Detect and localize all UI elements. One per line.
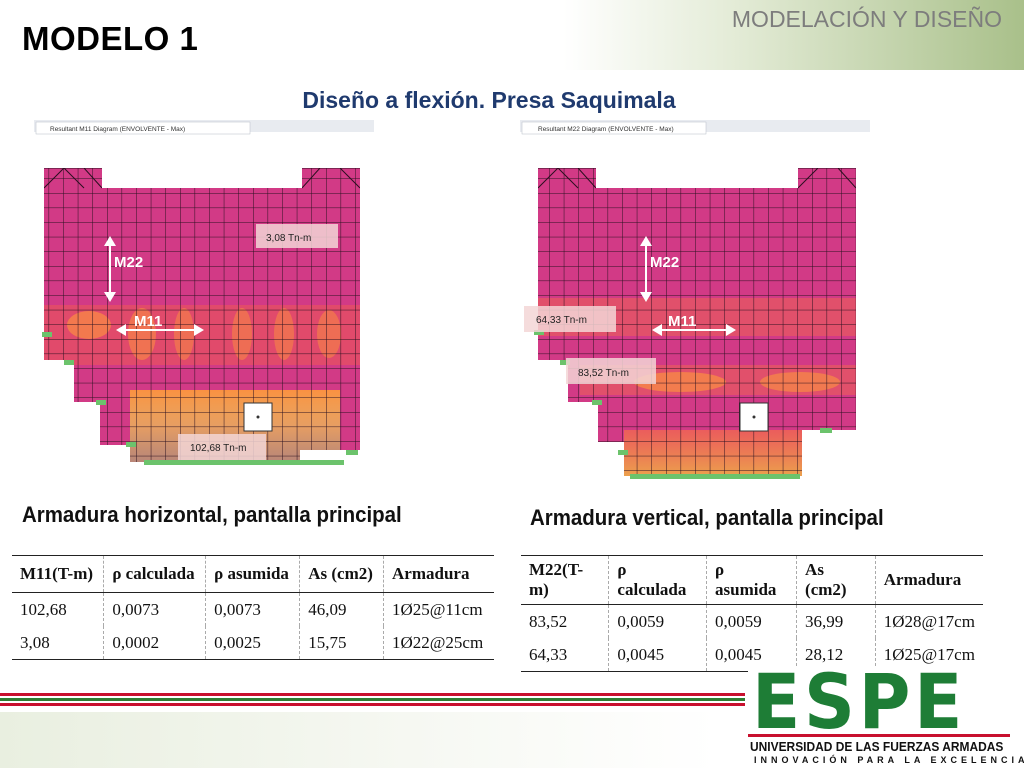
column-header: ρ calculada <box>103 555 207 593</box>
column-header: As (cm2) <box>796 555 876 605</box>
column-header: ρ calculada <box>608 555 707 605</box>
table-cell: 0,0059 <box>706 604 798 638</box>
m11-tab-label: Resultant M11 Diagram (ENVOLVENTE - Max) <box>50 126 185 133</box>
table-cell: 1Ø22@25cm <box>383 626 494 660</box>
table-row: 64,33 0,0045 0,0045 28,12 1Ø25@17cm <box>521 638 983 672</box>
table-cell: 1Ø25@11cm <box>392 599 483 619</box>
slide-subtitle: Diseño a flexión. Presa Saquimala <box>0 87 1024 114</box>
logo-university-name: UNIVERSIDAD DE LAS FUERZAS ARMADAS <box>750 739 1004 754</box>
column-header: Armadura <box>383 555 494 593</box>
m11-annotation-max: 102,68 Tn-m <box>190 443 247 454</box>
column-header: M11(T-m) <box>12 555 105 593</box>
m22-annotation-max: 83,52 Tn-m <box>578 368 629 379</box>
table-cell: 0,0045 <box>608 638 707 672</box>
logo-tagline: INNOVACIÓN PARA LA EXCELENCIA <box>754 755 1024 765</box>
m22-diagram-panel: Resultant M22 Diagram (ENVOLVENTE - Max)… <box>520 120 875 485</box>
red-stripe <box>0 703 745 706</box>
table-cell: 64,33 <box>521 638 610 672</box>
table-row: 83,52 0,0059 0,0059 36,99 1Ø28@17cm <box>521 604 983 638</box>
table-cell: 3,08 <box>12 626 105 660</box>
column-header: M22(T-m) <box>521 555 610 605</box>
m11-axis-m11: M11 <box>134 313 162 330</box>
m11-annotation-min: 3,08 Tn-m <box>266 233 311 244</box>
table-cell: 0,0045 <box>706 638 798 672</box>
table-row: 3,08 0,0002 0,0025 15,75 1Ø22@25cm <box>12 626 494 660</box>
table-cell: 15,75 <box>299 626 384 660</box>
table-cell: 0,0002 <box>103 626 207 660</box>
m22-diagram-image: Resultant M22 Diagram (ENVOLVENTE - Max)… <box>520 120 870 479</box>
m22-axis-m11: M11 <box>668 313 696 330</box>
table-cell: 28,12 <box>796 638 876 672</box>
table-cell: 83,52 <box>521 604 610 638</box>
espe-logo: ESPE UNIVERSIDAD DE LAS FUERZAS ARMADAS … <box>748 657 1024 768</box>
table-cell: 1Ø25@17cm <box>875 638 983 672</box>
logo-red-line <box>748 734 1010 737</box>
table-header-row: M22(T-m) ρ calculada ρ asumida As (cm2) … <box>521 555 983 605</box>
column-header: Armadura <box>875 555 983 605</box>
section-header: MODELACIÓN Y DISEÑO <box>731 6 1002 32</box>
table-cell: 0,0059 <box>608 604 707 638</box>
logo-wordmark: ESPE <box>752 657 967 746</box>
table-row: 102,68 0,0073 0,0073 46,09 1Ø25@11cm <box>12 592 494 626</box>
column-header: ρ asumida <box>706 555 798 605</box>
column-header: ρ asumida <box>205 555 301 593</box>
red-stripe <box>0 693 745 696</box>
table-cell: 46,09 <box>299 592 384 626</box>
table-cell: 102,68 <box>12 592 105 626</box>
caption-vertical-reinforcement: Armadura vertical, pantalla principal <box>530 505 884 530</box>
subtitle-text: Diseño a flexión. Presa Saquimala <box>302 87 676 113</box>
m11-axis-m22: M22 <box>114 254 143 271</box>
m11-reinforcement-table: M11(T-m) ρ calculada ρ asumida As (cm2) … <box>12 555 494 660</box>
table-cell: 0,0073 <box>205 592 301 626</box>
m11-diagram-panel: Resultant M11 Diagram (ENVOLVENTE - Max)… <box>34 120 379 485</box>
footer-stripes <box>0 693 745 709</box>
table-cell: 0,0025 <box>205 626 301 660</box>
header-band <box>0 0 1024 70</box>
table-cell: 0,0073 <box>103 592 207 626</box>
m22-tab-label: Resultant M22 Diagram (ENVOLVENTE - Max) <box>538 126 674 133</box>
caption-horizontal-reinforcement: Armadura horizontal, pantalla principal <box>22 502 402 527</box>
m22-reinforcement-table: M22(T-m) ρ calculada ρ asumida As (cm2) … <box>521 555 983 672</box>
slide-title: MODELO 1 <box>22 20 199 57</box>
m11-diagram-image: Resultant M11 Diagram (ENVOLVENTE - Max)… <box>34 120 374 465</box>
m22-annotation-min: 64,33 Tn-m <box>536 315 587 326</box>
table-header-row: M11(T-m) ρ calculada ρ asumida As (cm2) … <box>12 555 494 593</box>
table-cell: 36,99 <box>796 604 876 638</box>
m22-axis-m22: M22 <box>650 254 679 271</box>
table-cell: 1Ø28@17cm <box>883 611 975 631</box>
green-stripe <box>0 698 745 701</box>
column-header: As (cm2) <box>299 555 384 593</box>
